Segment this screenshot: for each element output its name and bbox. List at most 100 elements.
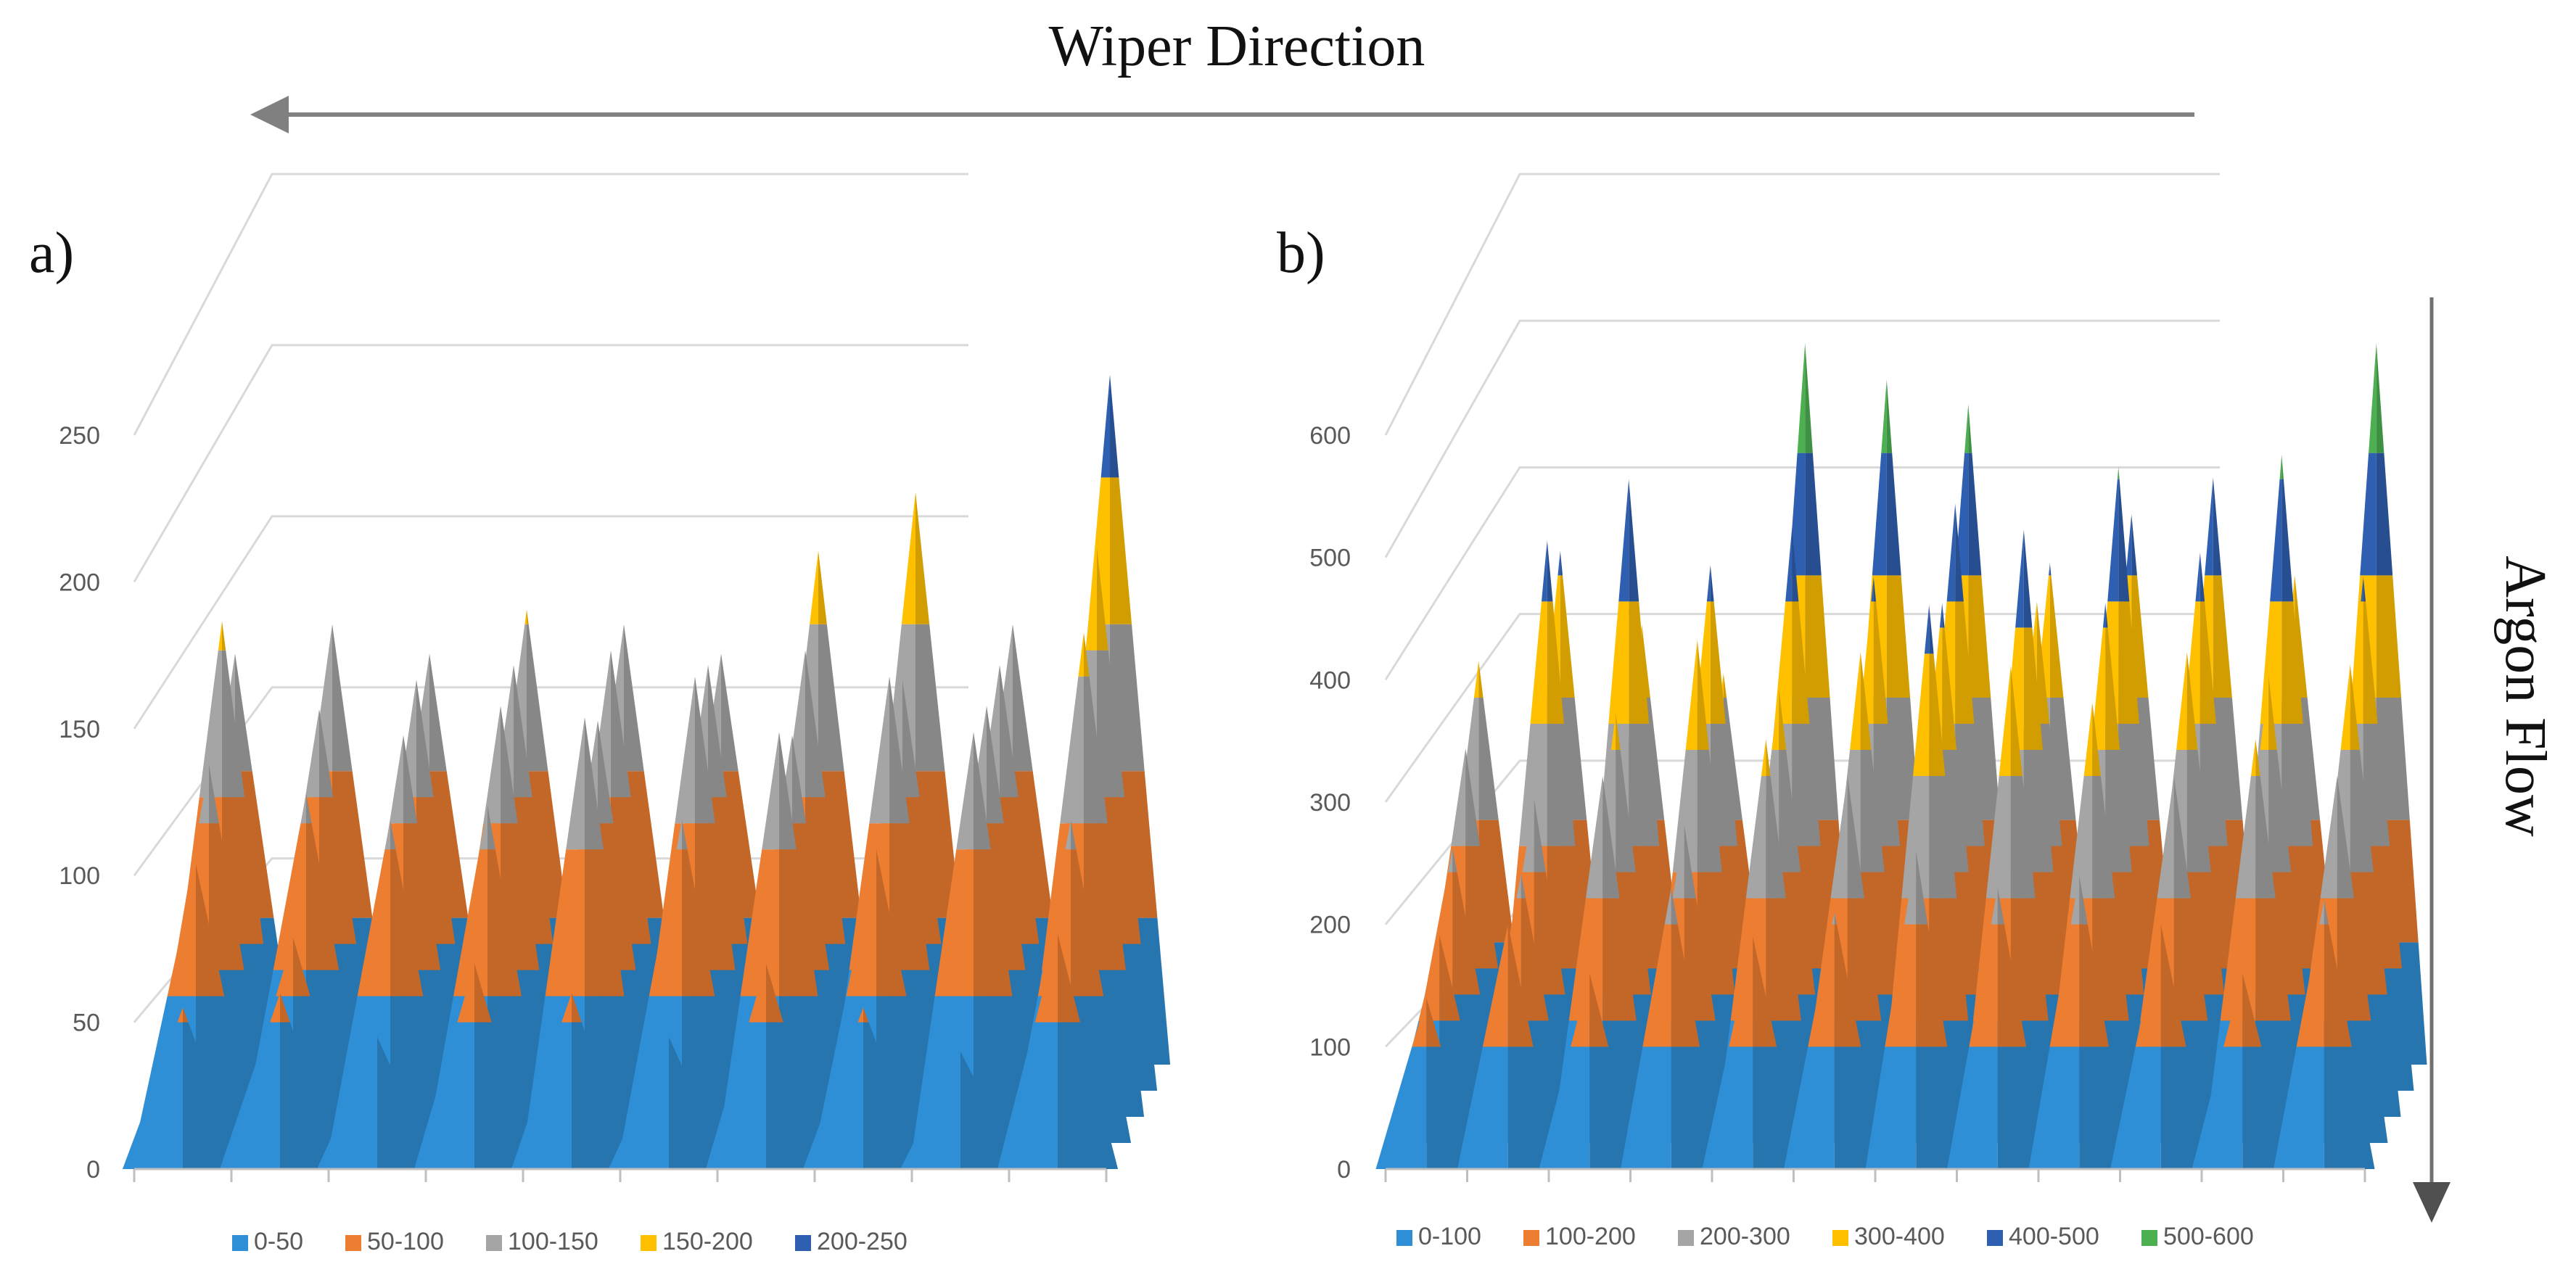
wiper-direction-arrow <box>250 96 2194 133</box>
surface-band <box>779 732 797 850</box>
gridline <box>133 344 968 583</box>
surface-band <box>1539 1046 1590 1169</box>
legend-label: 200-250 <box>817 1228 908 1255</box>
surface-band <box>527 624 548 772</box>
surface-band <box>2281 454 2284 479</box>
surface-band <box>2010 898 2049 1021</box>
surface-band <box>566 717 585 850</box>
panel-b-surface <box>1375 342 2427 1169</box>
surface-band <box>2324 899 2329 925</box>
surface-band <box>1860 750 1885 872</box>
surface-band <box>2200 552 2205 602</box>
legend-swatch <box>232 1235 248 1251</box>
surface-band <box>416 680 434 798</box>
surface-band <box>740 849 779 996</box>
surface-band <box>2105 627 2120 750</box>
wiper-direction-label: Wiper Direction <box>1049 15 1425 78</box>
surface-band <box>1589 973 1609 1047</box>
legend-label: 300-400 <box>1854 1223 1945 1250</box>
surface-band <box>2107 479 2119 602</box>
surface-band <box>273 823 306 970</box>
surface-band <box>1929 898 1969 1021</box>
surface-band <box>1097 548 1108 651</box>
surface-band <box>1000 665 1019 798</box>
surface-band <box>1929 604 1934 654</box>
legend-swatch <box>1678 1230 1694 1246</box>
surface-band <box>1873 724 1901 846</box>
surface-band <box>1968 404 1972 453</box>
surface-band <box>669 1036 730 1169</box>
surface-band <box>1723 673 1727 698</box>
surface-band <box>1706 564 1711 602</box>
surface-band <box>199 764 209 824</box>
surface-band <box>2036 601 2050 724</box>
surface-band <box>1968 575 1991 698</box>
panel-b-legend: 0-100 100-200 200-300 300-400 400-500 500-600 <box>1396 1223 2254 1250</box>
surface-band <box>2118 479 2130 602</box>
surface-band <box>1761 739 1766 776</box>
surface-band <box>2273 1046 2324 1169</box>
surface-band <box>2160 1046 2212 1169</box>
surface-band <box>209 823 244 970</box>
surface-band <box>1939 603 1943 628</box>
surface-band <box>293 937 310 996</box>
surface-band <box>2320 776 2337 899</box>
surface-band <box>1847 776 1864 899</box>
surface-band <box>399 680 416 798</box>
surface-band <box>2070 875 2080 925</box>
legend-swatch <box>486 1235 502 1251</box>
surface-band <box>1916 924 1948 1047</box>
surface-band <box>2079 924 2109 1047</box>
surface-band <box>1997 888 2004 925</box>
surface-band <box>1473 661 1479 698</box>
y-tick-label: 200 <box>1309 912 1351 939</box>
y-tick-label: 400 <box>1309 666 1351 694</box>
surface-band <box>2186 750 2211 872</box>
surface-band <box>2131 575 2149 698</box>
surface-band <box>1586 776 1603 899</box>
surface-band <box>1805 342 1813 453</box>
surface-band <box>1779 750 1801 872</box>
surface-band <box>219 1022 280 1169</box>
legend-label: 100-200 <box>1545 1223 1636 1250</box>
surface-band <box>1766 898 1801 1021</box>
surface-band <box>2255 739 2260 776</box>
surface-band <box>1924 604 1930 654</box>
surface-band <box>2049 924 2080 1047</box>
legend-swatch <box>345 1235 361 1251</box>
legend-label: 0-100 <box>1418 1223 1481 1250</box>
surface-band <box>319 797 357 944</box>
surface-band <box>177 1007 183 1023</box>
legend-swatch <box>2141 1230 2157 1246</box>
surface-band <box>818 624 844 772</box>
surface-band <box>1805 453 1822 576</box>
surface-band <box>810 550 818 624</box>
surface-band <box>1753 936 1777 1047</box>
gridline <box>133 173 968 436</box>
panel-a-chart: a) 0 50 100 150 200 250 0-50 50-100 100-150 150-… <box>29 173 1171 1255</box>
y-tick-label: 200 <box>59 569 100 596</box>
surface-band <box>2376 698 2410 820</box>
surface-band <box>1710 724 1738 846</box>
surface-band <box>2200 601 2216 724</box>
surface-band <box>708 665 727 798</box>
surface-band <box>2049 698 2076 820</box>
surface-band <box>2363 601 2378 724</box>
surface-band <box>1110 624 1145 772</box>
surface-band <box>2028 1046 2080 1169</box>
surface-band <box>1084 632 1090 677</box>
surface-band <box>1766 739 1771 776</box>
surface-band <box>889 676 910 824</box>
surface-band <box>1684 825 1696 899</box>
surface-band <box>721 653 738 772</box>
surface-band <box>1542 540 1547 602</box>
surface-band <box>514 665 532 798</box>
surface-band <box>1013 624 1033 772</box>
legend-swatch <box>795 1235 811 1251</box>
surface-band <box>1478 698 1499 820</box>
surface-band <box>457 963 474 1023</box>
surface-band <box>2255 898 2291 1021</box>
surface-band <box>1447 847 1453 872</box>
surface-band <box>280 1022 341 1169</box>
y-tick-label: 100 <box>1309 1033 1351 1061</box>
